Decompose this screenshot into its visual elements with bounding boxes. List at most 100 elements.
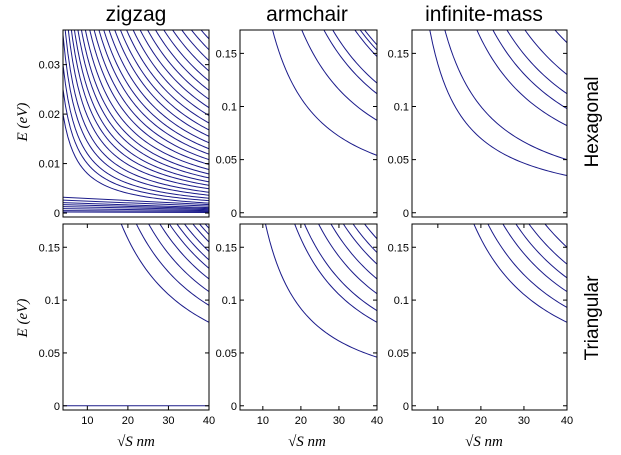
energy-level-curve bbox=[332, 30, 377, 84]
energy-level-curve bbox=[515, 224, 567, 279]
energy-level-curve bbox=[172, 30, 209, 72]
edge-state-line bbox=[63, 208, 209, 212]
energy-level-curve bbox=[119, 30, 209, 131]
energy-level-curve bbox=[272, 30, 377, 156]
column-title-zigzag: zigzag bbox=[106, 3, 167, 26]
energy-level-curve bbox=[303, 224, 377, 312]
column-title-armchair: armchair bbox=[266, 3, 348, 26]
energy-level-curve bbox=[108, 30, 209, 144]
axes-frame bbox=[411, 29, 568, 218]
x-axis-label-zigzag: √S nm bbox=[117, 434, 155, 450]
y-tick-label: 0.1 bbox=[45, 295, 60, 307]
row-label-hexagonal: Hexagonal bbox=[582, 77, 603, 168]
panels: 0 0.01 0.02 0.03 0 0.05 0.1 0.15 0 0.05 0.1 0.15 0 0.… bbox=[39, 29, 573, 427]
energy-level-curve bbox=[181, 30, 209, 62]
axes-frame bbox=[411, 223, 568, 411]
energy-level-curve bbox=[135, 224, 209, 306]
y-tick-label: 0 bbox=[403, 401, 409, 413]
x-tick-label: 40 bbox=[561, 415, 573, 427]
y-tick-label: 0.1 bbox=[394, 295, 409, 307]
x-axis-label-infinite-mass: √S nm bbox=[465, 434, 503, 450]
energy-level-curve bbox=[323, 30, 377, 95]
axes-frame bbox=[62, 29, 210, 218]
energy-level-curve bbox=[524, 30, 567, 76]
axes-frame bbox=[62, 223, 210, 411]
y-tick-label: 0.15 bbox=[216, 242, 237, 254]
y-tick-label: 0.05 bbox=[216, 348, 237, 360]
energy-level-curve bbox=[342, 224, 377, 265]
curves bbox=[264, 224, 377, 358]
y-tick-label: 0 bbox=[54, 208, 60, 220]
x-tick-label: 20 bbox=[122, 415, 134, 427]
row-labels: Hexagonal Triangular bbox=[582, 77, 603, 361]
energy-level-curve bbox=[487, 224, 567, 308]
energy-level-curve bbox=[63, 34, 209, 196]
energy-level-curve bbox=[330, 224, 377, 280]
energy-level-curve bbox=[148, 224, 209, 293]
curves bbox=[429, 30, 567, 177]
energy-level-curve bbox=[318, 224, 377, 295]
energy-level-curve bbox=[176, 224, 209, 261]
column-title-infinite-mass: infinite-mass bbox=[425, 3, 543, 26]
x-axis-label-armchair: √S nm bbox=[288, 434, 326, 450]
energy-level-curve bbox=[70, 30, 209, 186]
panel-armchair-triangular: 0 0.05 0.1 0.15 10 20 30 40 bbox=[216, 223, 383, 427]
edge-state-line bbox=[63, 202, 209, 209]
energy-level-curve bbox=[502, 224, 567, 293]
energy-level-curve bbox=[80, 30, 209, 175]
curves bbox=[63, 224, 209, 407]
x-tick-label: 40 bbox=[203, 415, 215, 427]
energy-level-curve bbox=[139, 30, 209, 109]
energy-level-curve bbox=[154, 30, 209, 91]
y-tick-label: 0.03 bbox=[39, 60, 60, 72]
energy-level-curve bbox=[444, 30, 567, 161]
y-tick-label: 0.05 bbox=[216, 155, 237, 167]
y-tick-label: 0 bbox=[231, 401, 237, 413]
energy-level-curve bbox=[147, 30, 209, 100]
y-axis-label-top: E (eV) bbox=[15, 103, 31, 143]
panel-infinite-mass-triangular: 0 0.05 0.1 0.15 10 20 30 40 bbox=[388, 223, 573, 427]
panel-zigzag-triangular: 0 0.05 0.1 0.15 10 20 30 40 bbox=[39, 223, 215, 427]
energy-level-curve bbox=[429, 30, 567, 177]
axes-frame bbox=[239, 29, 378, 218]
y-tick-label: 0.05 bbox=[388, 155, 409, 167]
panel-zigzag-hexagonal: 0 0.01 0.02 0.03 bbox=[39, 29, 210, 220]
energy-level-curve bbox=[63, 89, 209, 202]
x-tick-label: 10 bbox=[81, 415, 93, 427]
energy-level-curve bbox=[84, 30, 209, 170]
y-axis-label-bottom: E (eV) bbox=[15, 299, 31, 339]
y-tick-label: 0.1 bbox=[394, 102, 409, 114]
energy-level-curve bbox=[98, 30, 209, 155]
x-tick-label: 30 bbox=[333, 415, 345, 427]
energy-level-curve bbox=[301, 30, 377, 121]
energy-level-curve bbox=[544, 224, 567, 248]
axes-frame bbox=[239, 223, 378, 411]
curves bbox=[63, 30, 209, 214]
energy-level-curve bbox=[528, 224, 567, 265]
energy-level-curve bbox=[93, 30, 209, 161]
column-titles: zigzag armchair infinite-mass bbox=[106, 3, 543, 26]
y-tick-label: 0.15 bbox=[39, 242, 60, 254]
x-tick-label: 30 bbox=[162, 415, 174, 427]
energy-level-curve bbox=[77, 30, 209, 179]
y-tick-label: 0.1 bbox=[222, 102, 237, 114]
energy-level-curve bbox=[294, 224, 377, 323]
edge-state-line bbox=[63, 210, 209, 213]
x-tick-label: 10 bbox=[432, 415, 444, 427]
edge-state-line bbox=[63, 204, 209, 210]
panel-armchair-hexagonal: 0 0.05 0.1 0.15 bbox=[216, 29, 378, 220]
y-tick-label: 0.05 bbox=[388, 348, 409, 360]
curves bbox=[473, 224, 567, 323]
energy-level-curve bbox=[204, 224, 209, 229]
x-axis-labels: √S nm √S nm √S nm bbox=[117, 434, 503, 450]
x-tick-label: 40 bbox=[371, 415, 383, 427]
energy-level-curve bbox=[492, 30, 567, 110]
edge-state-line bbox=[63, 196, 209, 206]
energy-level-curve bbox=[67, 30, 209, 190]
energy-level-curve bbox=[114, 30, 209, 137]
y-tick-label: 0 bbox=[231, 208, 237, 220]
y-tick-label: 0 bbox=[54, 401, 60, 413]
x-tick-label: 20 bbox=[475, 415, 487, 427]
energy-level-curve bbox=[163, 30, 209, 82]
